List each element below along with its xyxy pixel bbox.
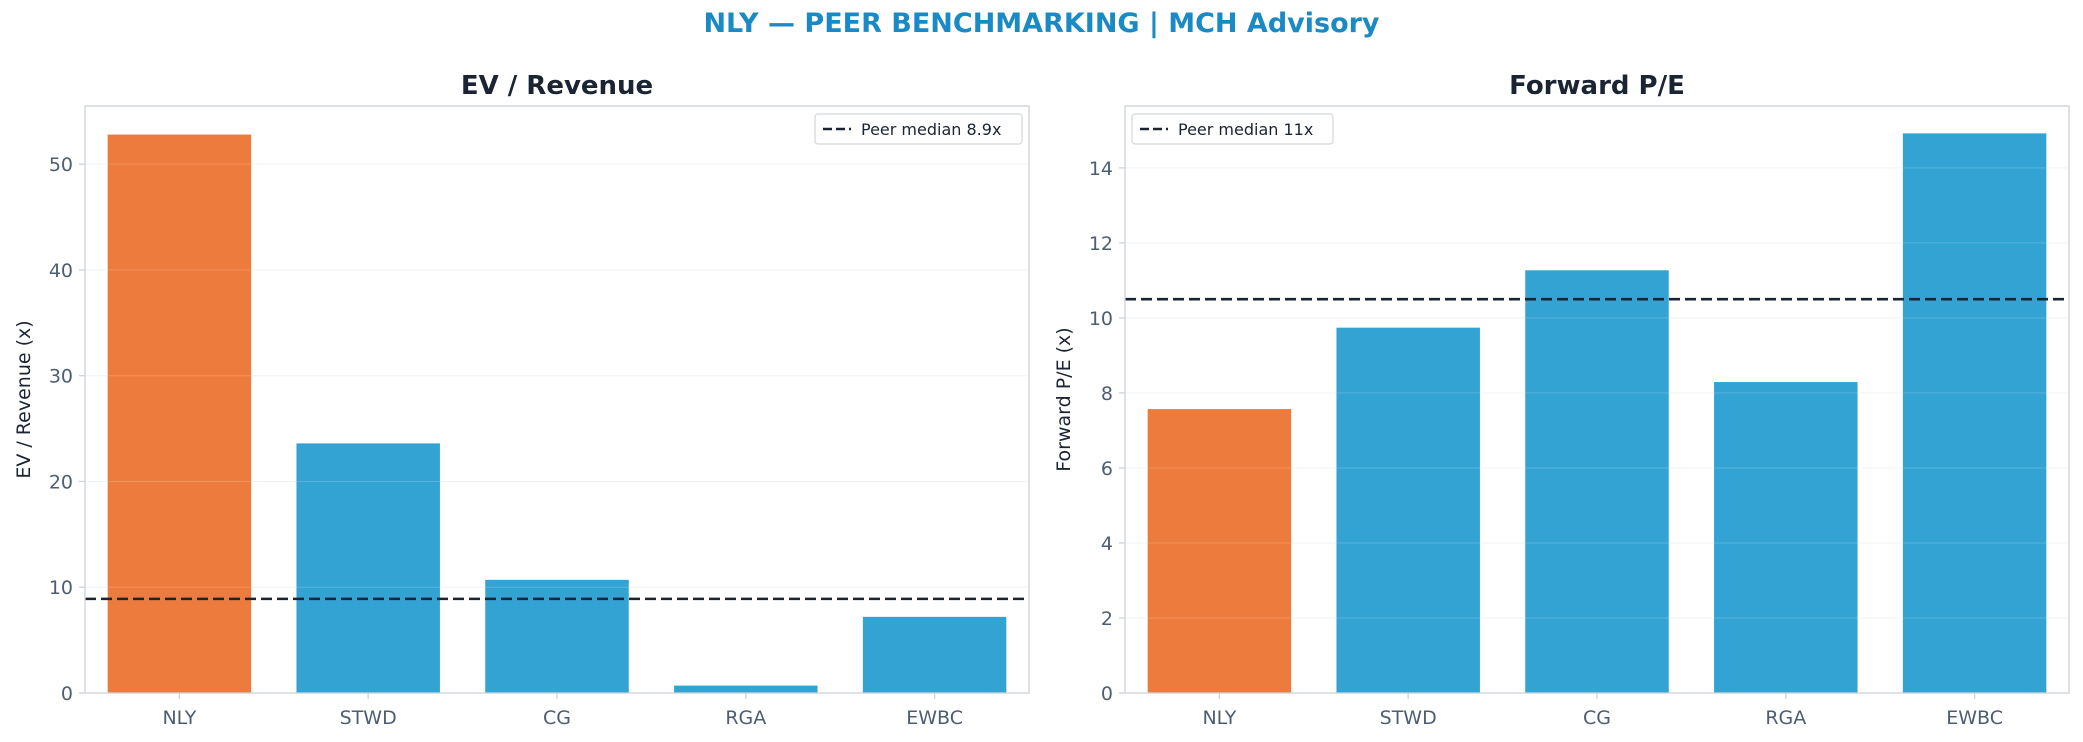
y-tick-label: 0 bbox=[1101, 683, 1113, 705]
bar-rga bbox=[1714, 382, 1858, 693]
legend: Peer median 8.9x bbox=[814, 113, 1023, 145]
chart-panel-1: 0 10 20 30 40 50 NLY STWD CG RGA EWBC EV / Revenue E… bbox=[13, 71, 1030, 729]
bar-stwd bbox=[1336, 327, 1480, 693]
bar-ewbc bbox=[1902, 133, 2047, 693]
y-tick-label: 10 bbox=[1089, 308, 1113, 330]
y-tick-label: 20 bbox=[49, 471, 73, 493]
bar-cg bbox=[485, 579, 629, 693]
legend-label: Peer median 11x bbox=[1178, 120, 1313, 139]
y-tick-label: 0 bbox=[61, 683, 73, 705]
legend-label: Peer median 8.9x bbox=[861, 120, 1001, 139]
y-tick-label: 40 bbox=[49, 260, 73, 282]
bar-ewbc bbox=[862, 616, 1007, 693]
bar-nly bbox=[107, 134, 252, 693]
chart-panel-2: 0 2 4 6 8 10 12 14 NLY STWD CG RGA EWBC Forward P/E Fo… bbox=[1053, 71, 2070, 729]
figure-title: NLY — PEER BENCHMARKING | MCH Advisory bbox=[703, 8, 1380, 39]
y-tick-label: 12 bbox=[1089, 233, 1113, 255]
y-axis-label: EV / Revenue (x) bbox=[13, 320, 35, 478]
y-tick-label: 8 bbox=[1101, 383, 1113, 405]
legend-box bbox=[1131, 113, 1334, 145]
y-tick-label: 30 bbox=[49, 366, 73, 388]
x-tick-label: CG bbox=[543, 707, 571, 729]
legend-box bbox=[814, 113, 1023, 145]
chart-title: EV / Revenue bbox=[461, 71, 653, 101]
y-tick-label: 50 bbox=[49, 154, 73, 176]
bar-nly bbox=[1147, 409, 1292, 693]
x-tick-label: RGA bbox=[1765, 707, 1806, 729]
x-tick-label: STWD bbox=[1380, 707, 1437, 729]
x-tick-label: CG bbox=[1583, 707, 1611, 729]
chart-title: Forward P/E bbox=[1509, 71, 1685, 101]
x-tick-label: STWD bbox=[340, 707, 397, 729]
y-axis-label: Forward P/E (x) bbox=[1053, 327, 1075, 471]
y-tick-label: 2 bbox=[1101, 608, 1113, 630]
x-tick-label: NLY bbox=[162, 707, 196, 729]
y-tick-label: 4 bbox=[1101, 533, 1113, 555]
bar-stwd bbox=[296, 443, 440, 693]
bar-cg bbox=[1525, 270, 1669, 693]
x-tick-label: RGA bbox=[725, 707, 766, 729]
bar-rga bbox=[674, 685, 818, 693]
x-tick-label: EWBC bbox=[906, 707, 963, 729]
legend: Peer median 11x bbox=[1131, 113, 1334, 145]
y-tick-label: 14 bbox=[1089, 158, 1113, 180]
x-tick-label: NLY bbox=[1202, 707, 1236, 729]
y-tick-label: 6 bbox=[1101, 458, 1113, 480]
x-tick-label: EWBC bbox=[1946, 707, 2003, 729]
y-tick-label: 10 bbox=[49, 577, 73, 599]
